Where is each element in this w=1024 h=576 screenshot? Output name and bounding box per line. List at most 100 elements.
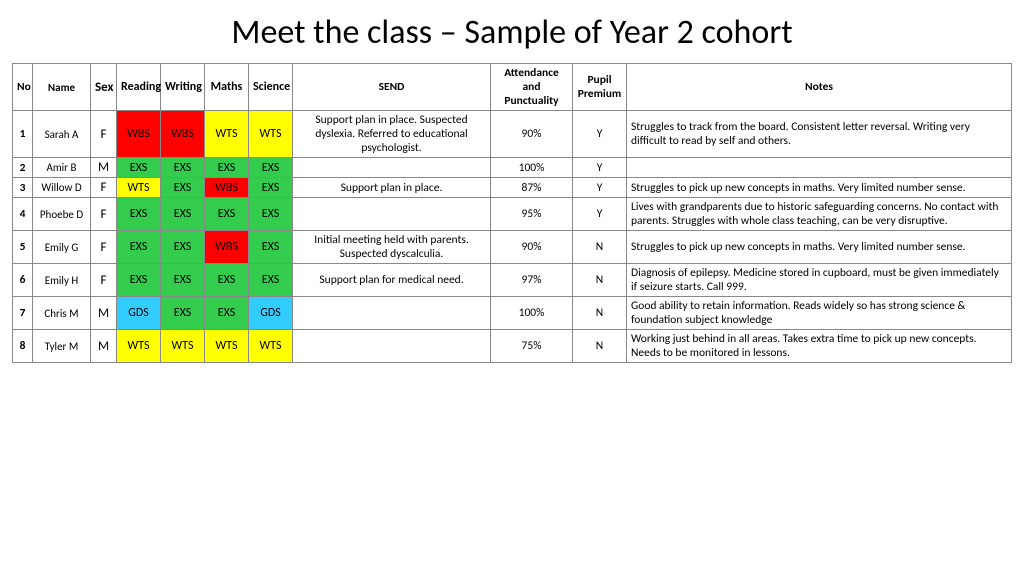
cell-notes: Good ability to retain information. Read… xyxy=(627,297,1012,330)
cell-send: Support plan for medical need. xyxy=(293,264,491,297)
cell-notes: Struggles to track from the board. Consi… xyxy=(627,111,1012,158)
cell-reading: EXS xyxy=(117,198,161,231)
cell-science: GDS xyxy=(249,297,293,330)
cell-name: Amir B xyxy=(33,158,91,178)
cell-notes xyxy=(627,158,1012,178)
cell-sex: F xyxy=(91,178,117,198)
table-row: 3Willow DFWTSEXSWBSEXSSupport plan in pl… xyxy=(13,178,1012,198)
cell-reading: EXS xyxy=(117,231,161,264)
cell-notes: Working just behind in all areas. Takes … xyxy=(627,330,1012,363)
cell-maths: WTS xyxy=(205,111,249,158)
cell-attendance: 100% xyxy=(491,158,573,178)
cell-attendance: 87% xyxy=(491,178,573,198)
table-header-row: No Name Sex Reading Writing Maths Scienc… xyxy=(13,64,1012,111)
cell-reading: GDS xyxy=(117,297,161,330)
cell-name: Willow D xyxy=(33,178,91,198)
cell-notes: Struggles to pick up new concepts in mat… xyxy=(627,231,1012,264)
cell-science: EXS xyxy=(249,231,293,264)
cell-send: Support plan in place. xyxy=(293,178,491,198)
col-header-attendance: Attendance and Punctuality xyxy=(491,64,573,111)
cell-reading: EXS xyxy=(117,264,161,297)
cell-send: Support plan in place. Suspected dyslexi… xyxy=(293,111,491,158)
cell-no: 5 xyxy=(13,231,33,264)
cell-maths: EXS xyxy=(205,264,249,297)
col-header-no: No xyxy=(13,64,33,111)
cell-reading: WBS xyxy=(117,111,161,158)
cell-pupil-premium: N xyxy=(573,330,627,363)
cell-no: 7 xyxy=(13,297,33,330)
col-header-science: Science xyxy=(249,64,293,111)
cell-attendance: 90% xyxy=(491,231,573,264)
table-row: 4Phoebe DFEXSEXSEXSEXS95%YLives with gra… xyxy=(13,198,1012,231)
cell-pupil-premium: N xyxy=(573,297,627,330)
table-row: 6Emily HFEXSEXSEXSEXSSupport plan for me… xyxy=(13,264,1012,297)
cell-maths: WBS xyxy=(205,231,249,264)
cell-writing: EXS xyxy=(161,198,205,231)
cell-maths: WTS xyxy=(205,330,249,363)
cell-attendance: 97% xyxy=(491,264,573,297)
cell-name: Phoebe D xyxy=(33,198,91,231)
cell-notes: Diagnosis of epilepsy. Medicine stored i… xyxy=(627,264,1012,297)
cell-no: 1 xyxy=(13,111,33,158)
col-header-sex: Sex xyxy=(91,64,117,111)
table-row: 2Amir BMEXSEXSEXSEXS100%Y xyxy=(13,158,1012,178)
cell-name: Chris M xyxy=(33,297,91,330)
cell-send xyxy=(293,330,491,363)
col-header-maths: Maths xyxy=(205,64,249,111)
cell-pupil-premium: Y xyxy=(573,198,627,231)
cell-sex: F xyxy=(91,111,117,158)
cell-maths: EXS xyxy=(205,297,249,330)
cell-no: 4 xyxy=(13,198,33,231)
cell-science: EXS xyxy=(249,198,293,231)
table-row: 1Sarah AFWBSWBSWTSWTSSupport plan in pla… xyxy=(13,111,1012,158)
cell-send: Initial meeting held with parents. Suspe… xyxy=(293,231,491,264)
cell-science: WTS xyxy=(249,330,293,363)
cell-pupil-premium: Y xyxy=(573,111,627,158)
cell-attendance: 100% xyxy=(491,297,573,330)
cell-sex: M xyxy=(91,158,117,178)
cell-writing: EXS xyxy=(161,158,205,178)
cell-attendance: 95% xyxy=(491,198,573,231)
cell-pupil-premium: Y xyxy=(573,178,627,198)
cell-pupil-premium: N xyxy=(573,264,627,297)
cell-maths: EXS xyxy=(205,158,249,178)
col-header-writing: Writing xyxy=(161,64,205,111)
cell-attendance: 75% xyxy=(491,330,573,363)
cell-no: 6 xyxy=(13,264,33,297)
cell-send xyxy=(293,198,491,231)
class-table: No Name Sex Reading Writing Maths Scienc… xyxy=(12,63,1012,363)
cell-science: EXS xyxy=(249,264,293,297)
cell-no: 3 xyxy=(13,178,33,198)
cell-send xyxy=(293,158,491,178)
cell-writing: WTS xyxy=(161,330,205,363)
cell-reading: EXS xyxy=(117,158,161,178)
cell-sex: M xyxy=(91,297,117,330)
col-header-pupil-premium: Pupil Premium xyxy=(573,64,627,111)
cell-no: 2 xyxy=(13,158,33,178)
col-header-name: Name xyxy=(33,64,91,111)
cell-name: Tyler M xyxy=(33,330,91,363)
page-title: Meet the class – Sample of Year 2 cohort xyxy=(12,12,1012,53)
cell-name: Emily G xyxy=(33,231,91,264)
col-header-send: SEND xyxy=(293,64,491,111)
cell-send xyxy=(293,297,491,330)
cell-pupil-premium: N xyxy=(573,231,627,264)
cell-name: Sarah A xyxy=(33,111,91,158)
col-header-reading: Reading xyxy=(117,64,161,111)
cell-notes: Struggles to pick up new concepts in mat… xyxy=(627,178,1012,198)
cell-maths: WBS xyxy=(205,178,249,198)
cell-sex: F xyxy=(91,198,117,231)
table-row: 5Emily GFEXSEXSWBSEXSInitial meeting hel… xyxy=(13,231,1012,264)
cell-sex: M xyxy=(91,330,117,363)
cell-sex: F xyxy=(91,231,117,264)
cell-writing: WBS xyxy=(161,111,205,158)
cell-science: EXS xyxy=(249,178,293,198)
cell-science: WTS xyxy=(249,111,293,158)
table-row: 7Chris MMGDSEXSEXSGDS100%NGood ability t… xyxy=(13,297,1012,330)
cell-writing: EXS xyxy=(161,178,205,198)
cell-writing: EXS xyxy=(161,231,205,264)
cell-writing: EXS xyxy=(161,297,205,330)
cell-writing: EXS xyxy=(161,264,205,297)
cell-pupil-premium: Y xyxy=(573,158,627,178)
table-row: 8Tyler MMWTSWTSWTSWTS75%NWorking just be… xyxy=(13,330,1012,363)
